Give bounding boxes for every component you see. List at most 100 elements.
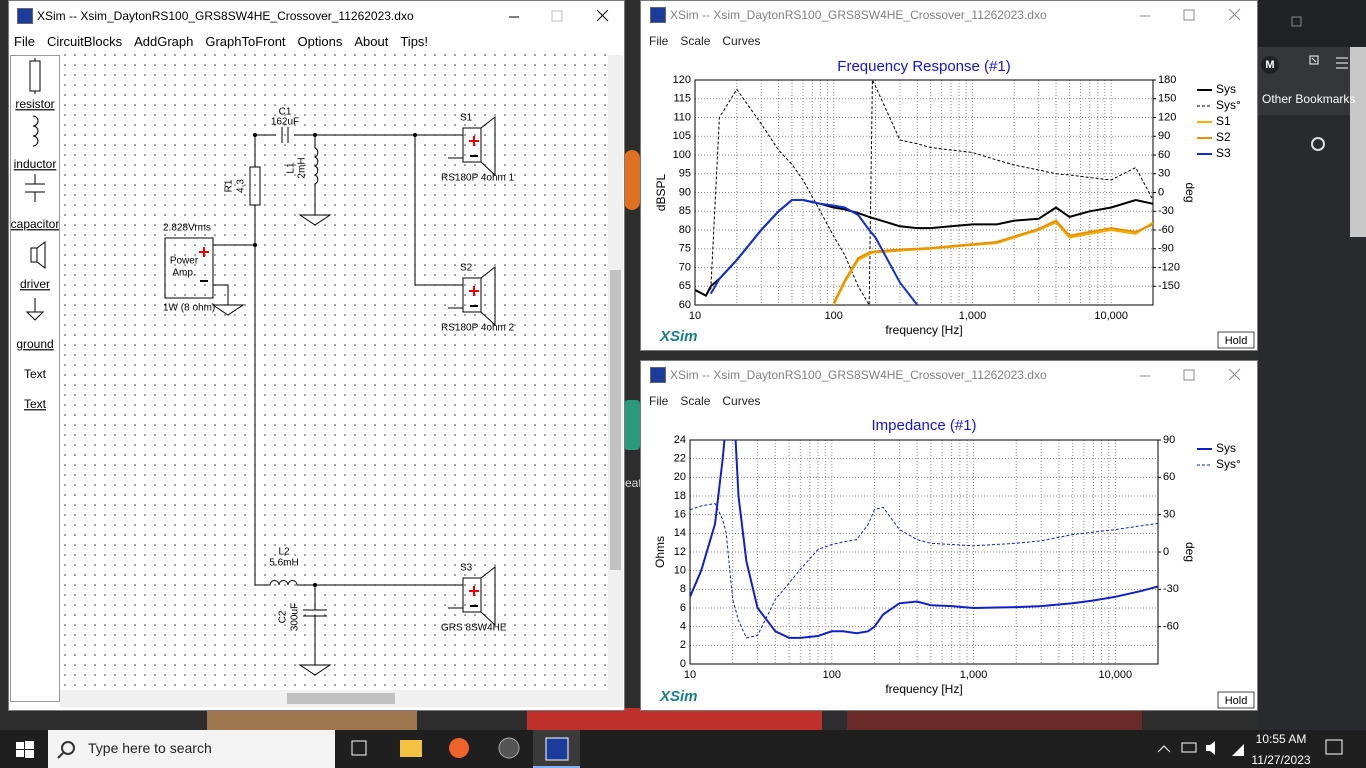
x-tick-label: 100 [825,310,843,322]
menu-item[interactable]: Curves [722,394,761,408]
y-tick-label: 14 [674,527,686,539]
wire [414,135,463,286]
menu-item[interactable]: Options [297,34,343,49]
firefox[interactable] [449,738,469,758]
part-value: 2mH [297,157,308,178]
hold-button[interactable] [1217,331,1255,349]
y2-tick-label: -120 [1158,261,1180,273]
menu-item[interactable]: File [649,34,669,48]
series-line [709,199,919,305]
hold-label[interactable]: Hold [1225,335,1248,347]
bookmarks-folder[interactable]: Other Bookmarks [1262,92,1356,106]
junction [313,133,317,137]
search-placeholder[interactable]: Type here to search [88,740,212,756]
ground-icon [25,298,45,321]
hold-button[interactable] [1217,691,1255,709]
x-axis-label: frequency [Hz] [885,682,962,696]
chart: Impedance (#1)10 100 1,000 10,0000246810121… [653,417,1255,709]
toolbox-item[interactable]: Text [24,367,47,381]
wire [255,127,463,143]
part-name: C1 [279,107,292,118]
logo: XSim [659,688,698,705]
taskbar-icons [16,730,1343,768]
restore-icon[interactable] [1291,16,1302,27]
menu-item[interactable]: CircuitBlocks [46,34,123,49]
x-tick-label: 100 [823,669,841,681]
clock-date[interactable]: 11/27/2023 [1251,753,1311,767]
close[interactable] [596,9,609,22]
driver-symbol [448,565,496,627]
close[interactable] [1228,8,1241,21]
clock-time[interactable]: 10:55 AM [1255,732,1307,746]
legend-label: S2 [1216,130,1231,144]
file-explorer[interactable] [400,740,422,757]
background-photo [847,708,1142,730]
toolbox-item[interactable]: inductor [14,157,57,171]
toolbox-item[interactable]: capacitor [11,217,60,231]
v-scrollbar[interactable] [608,55,623,690]
menu-item[interactable]: Scale [680,394,711,408]
background-text: eat [625,476,642,490]
search-box[interactable] [48,730,335,768]
y-tick-label: 65 [679,280,691,292]
hold-label[interactable]: Hold [1225,695,1248,707]
profile-badge[interactable]: M [1261,56,1279,74]
series-line [710,80,1153,305]
legend-label: Sys° [1216,98,1241,112]
menu-bar: File CircuitBlocks AddGraph GraphToFront Opt… [14,34,428,49]
driver-model: GRS 8SW4HE [441,623,507,634]
task-view[interactable] [351,740,367,756]
y-tick-label: 12 [674,546,686,558]
toolbox-item[interactable]: ground [16,337,53,351]
y2-tick-label: 30 [1163,509,1175,521]
menu-item[interactable]: About [354,34,389,49]
settings-icon[interactable] [1311,137,1325,151]
plus-sign [469,136,479,146]
menu-item[interactable]: GraphToFront [205,34,286,49]
plot-area [690,440,1158,639]
maximize[interactable] [551,10,563,22]
y2-tick-label: -60 [1163,621,1179,633]
y-axis-label: dBSPL [654,173,668,211]
menu-item[interactable]: Tips! [400,34,429,49]
toolbox-item[interactable]: driver [20,277,50,291]
app-icon[interactable] [498,737,520,759]
legend-label: Sys [1216,82,1236,96]
wifi[interactable] [1232,744,1244,756]
window-controls [509,9,609,22]
x-tick-label: 10 [684,669,696,681]
menu-item[interactable]: Scale [680,34,711,48]
start-button[interactable] [16,741,34,758]
menu-item[interactable]: File [649,394,669,408]
y-tick-label: 60 [679,299,691,311]
window-controls [1140,8,1241,21]
toolbox-item[interactable]: resistor [15,97,54,111]
tray-arrow[interactable] [1157,745,1171,753]
driver-model: RS180P 4ohm 2 [441,323,515,334]
h-scrollbar[interactable] [60,690,623,707]
toolbox-item[interactable]: Text [24,397,47,411]
inductor-icon [32,115,39,147]
notifications[interactable] [1325,739,1343,755]
y-tick-label: 8 [680,583,686,595]
y-tick-label: 24 [674,434,686,446]
maximize[interactable] [1183,9,1195,21]
maximize[interactable] [1183,369,1195,381]
menu-item[interactable]: File [14,34,35,49]
y-tick-label: 75 [679,243,691,255]
x-axis-label: frequency [Hz] [885,323,962,337]
y2-tick-label: 0 [1163,546,1169,558]
extensions-icon[interactable] [1309,55,1319,65]
plot-frame [694,79,1154,306]
menu-item[interactable]: Curves [722,34,761,48]
wire [298,585,332,676]
y-tick-label: 6 [680,602,686,614]
close[interactable] [1228,368,1241,381]
window-controls [1140,368,1241,381]
menu-item[interactable]: AddGraph [134,34,194,49]
menu-icon[interactable] [1336,57,1348,69]
volume[interactable] [1206,741,1215,755]
plus-sign [469,586,479,596]
battery[interactable] [1181,742,1197,753]
